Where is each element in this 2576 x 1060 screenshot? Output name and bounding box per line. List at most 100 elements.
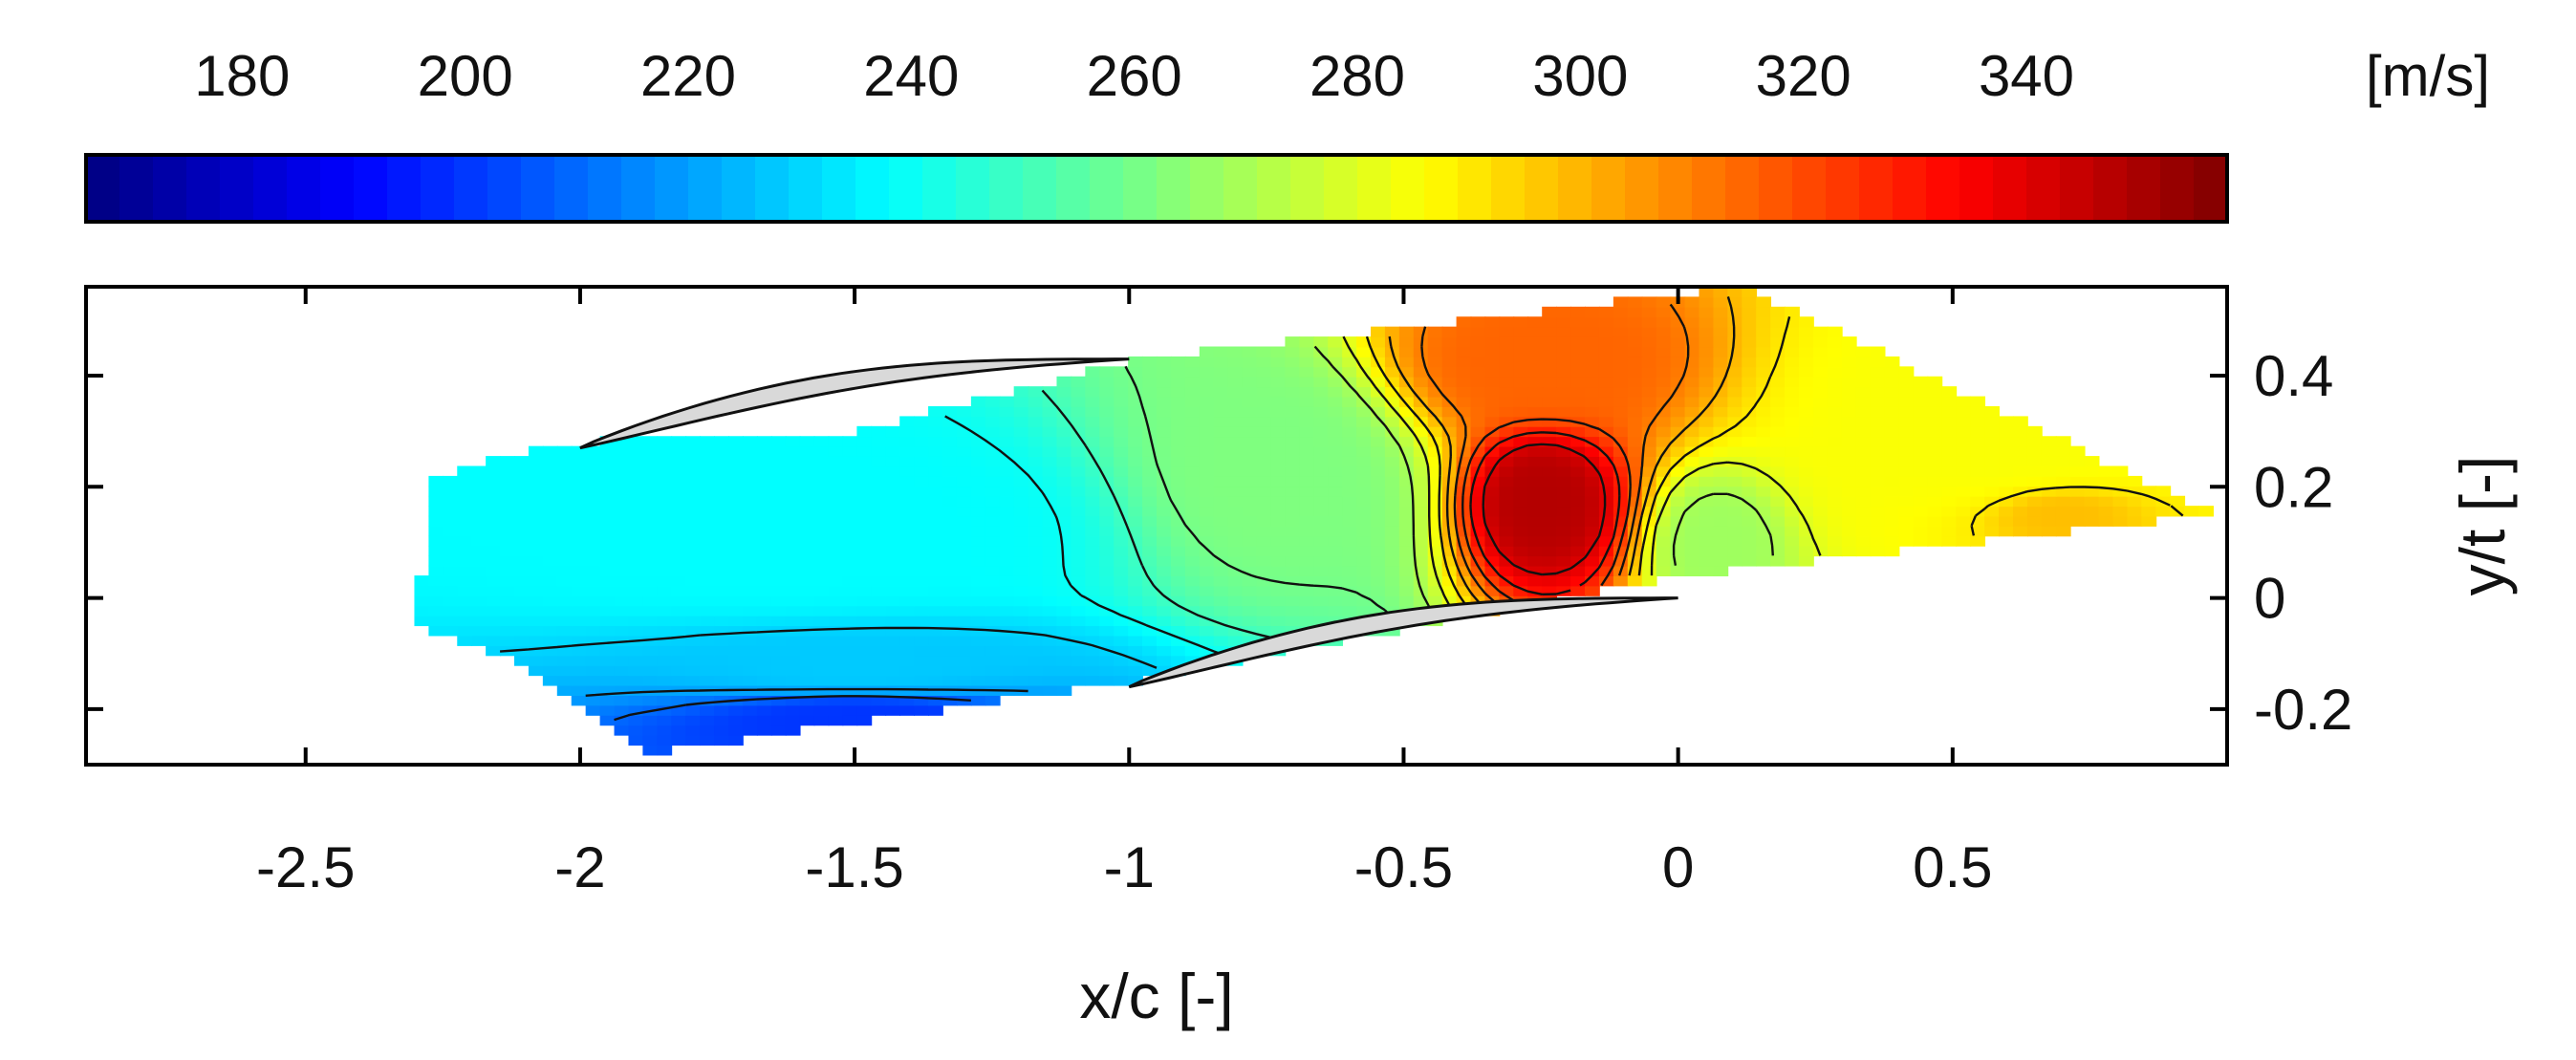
field-cell — [685, 436, 702, 447]
field-cell — [785, 615, 801, 627]
field-cell — [443, 595, 459, 607]
field-cell — [1285, 535, 1301, 547]
field-cell — [1456, 565, 1472, 576]
field-cell — [1427, 425, 1443, 438]
field-cell — [556, 635, 573, 646]
field-cell — [871, 595, 887, 607]
field-cell — [885, 555, 901, 567]
field-cell — [1699, 565, 1715, 576]
field-cell — [756, 486, 772, 497]
colorbar-cell — [1826, 155, 1860, 222]
field-cell — [556, 565, 573, 576]
field-cell — [1114, 595, 1130, 607]
field-cell — [742, 704, 758, 716]
field-cell — [642, 714, 659, 726]
colorbar-cell — [354, 155, 388, 222]
field-cell — [1085, 615, 1101, 627]
field-cell — [1870, 456, 1886, 467]
field-cell — [999, 465, 1015, 477]
field-cell — [856, 425, 873, 438]
field-cell — [1585, 535, 1600, 547]
field-cell — [1812, 535, 1829, 547]
field-cell — [1384, 535, 1400, 547]
field-cell — [657, 745, 673, 756]
field-cell — [1970, 406, 1986, 418]
field-cell — [1713, 465, 1729, 477]
field-cell — [785, 635, 801, 646]
field-cell — [1527, 506, 1544, 517]
field-cell — [728, 635, 744, 646]
field-cell — [1499, 495, 1515, 508]
field-cell — [885, 575, 901, 587]
field-cell — [856, 625, 873, 637]
field-cell — [1071, 585, 1087, 596]
field-cell — [671, 714, 687, 726]
field-cell — [1841, 515, 1857, 527]
field-cell — [799, 664, 815, 677]
field-cell — [457, 565, 473, 576]
field-cell — [828, 506, 844, 517]
field-cell — [1870, 376, 1886, 388]
field-cell — [671, 595, 687, 607]
field-cell — [1898, 486, 1915, 497]
field-cell — [1456, 425, 1472, 438]
field-cell — [1670, 396, 1686, 407]
field-cell — [457, 545, 473, 557]
field-cell — [500, 486, 515, 497]
field-cell — [942, 655, 958, 666]
field-cell — [1684, 336, 1700, 348]
field-cell — [1342, 605, 1357, 617]
field-cell — [856, 515, 873, 527]
field-cell — [1227, 465, 1244, 477]
field-cell — [1513, 406, 1529, 418]
field-cell — [685, 495, 702, 508]
field-cell — [1028, 595, 1044, 607]
field-cell — [756, 575, 772, 587]
field-cell — [1527, 486, 1544, 497]
field-cell — [828, 465, 844, 477]
field-cell — [1342, 456, 1357, 467]
field-cell — [671, 515, 687, 527]
field-cell — [486, 486, 501, 497]
field-cell — [1371, 585, 1386, 596]
field-cell — [785, 555, 801, 567]
field-cell — [1799, 506, 1814, 517]
colorbar-tick-label: 260 — [1087, 44, 1182, 108]
field-cell — [1085, 655, 1101, 666]
field-cell — [1656, 506, 1672, 517]
field-cell — [1028, 515, 1044, 527]
field-cell — [928, 575, 943, 587]
field-cell — [828, 625, 844, 637]
field-cell — [1427, 376, 1443, 388]
field-cell — [685, 655, 702, 666]
field-cell — [1227, 425, 1244, 438]
field-cell — [1441, 425, 1458, 438]
field-cell — [1013, 664, 1029, 677]
field-cell — [1870, 445, 1886, 457]
field-cell — [671, 725, 687, 736]
field-cell — [1598, 575, 1614, 587]
field-cell — [813, 436, 830, 447]
field-cell — [1013, 575, 1029, 587]
field-cell — [856, 565, 873, 576]
field-cell — [457, 535, 473, 547]
field-cell — [685, 465, 702, 477]
field-cell — [1670, 475, 1686, 487]
field-cell — [1099, 406, 1115, 418]
field-cell — [842, 555, 858, 567]
field-cell — [742, 725, 758, 736]
field-cell — [756, 506, 772, 517]
field-cell — [1056, 445, 1072, 457]
field-cell — [1142, 635, 1158, 646]
field-cell — [700, 635, 715, 646]
field-cell — [457, 475, 473, 487]
field-cell — [1313, 565, 1330, 576]
field-cell — [1727, 336, 1743, 348]
field-cell — [2026, 515, 2043, 527]
field-cell — [842, 535, 858, 547]
field-cell — [813, 555, 830, 567]
field-cell — [1585, 336, 1600, 348]
field-cell — [728, 506, 744, 517]
field-cell — [1570, 425, 1586, 438]
field-cell — [842, 595, 858, 607]
